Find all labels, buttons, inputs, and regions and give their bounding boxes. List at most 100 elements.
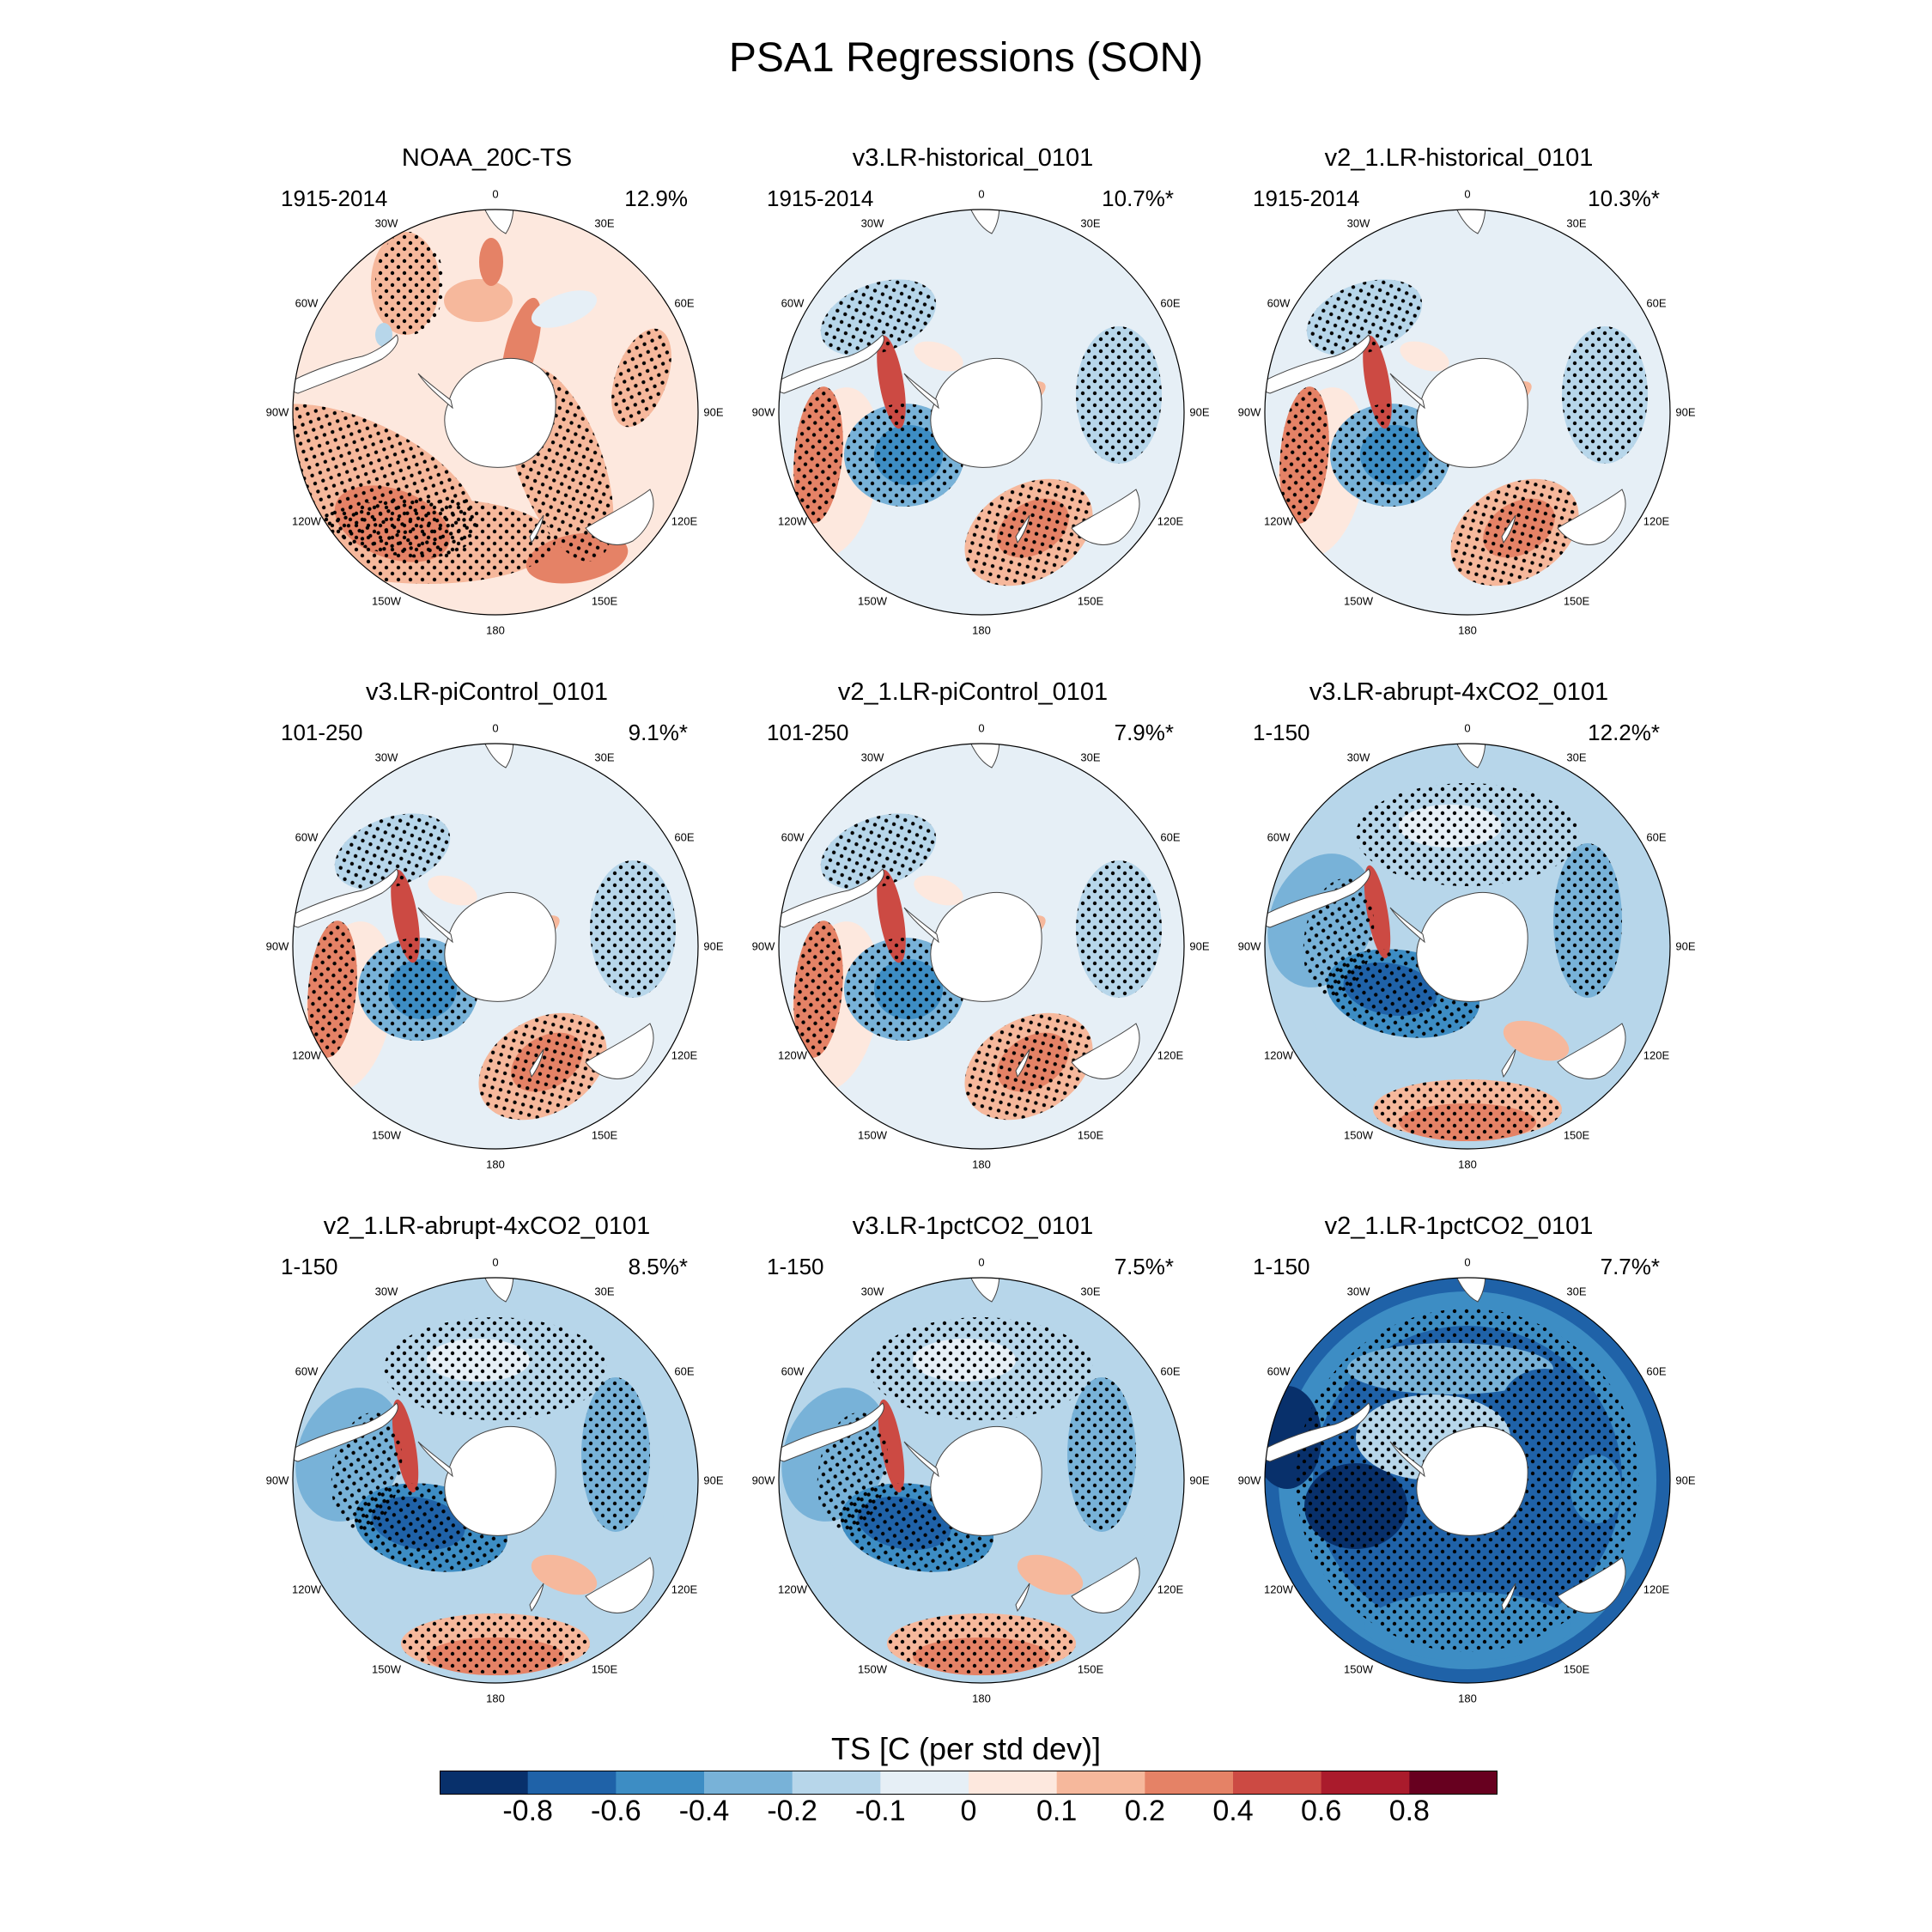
colorbar-swatch	[1145, 1771, 1234, 1795]
antarctica-land	[1416, 1425, 1528, 1536]
south-america-land	[293, 868, 398, 928]
africa-land	[1451, 1278, 1486, 1303]
south-america-land	[779, 868, 884, 928]
anomaly-region	[531, 290, 598, 328]
africa-land	[1451, 744, 1486, 769]
new-zealand-land	[529, 1583, 544, 1613]
longitude-label: 30W	[860, 750, 884, 764]
significance-stipple	[590, 860, 676, 998]
longitude-label: 30E	[1566, 1285, 1587, 1298]
longitude-label: 60W	[295, 296, 319, 310]
longitude-label: 120W	[778, 514, 807, 528]
colorbar-tick-label: 0.4	[1212, 1795, 1254, 1827]
panel-years: 1915-2014	[767, 185, 874, 211]
colorbar-swatch	[1056, 1771, 1145, 1795]
map-panel: v3.LR-historical_0101 1915-2014 10.7%* 0…	[732, 144, 1213, 642]
significance-stipple	[401, 1613, 590, 1674]
polar-map: 0 30E 60E 90E 120E 150E 180 150W 120W 90W 60W 30W	[1238, 1256, 1696, 1705]
panel-title: v2_1.LR-abrupt-4xCO2_0101	[323, 1212, 651, 1240]
longitude-label: 60E	[674, 830, 695, 844]
significance-stipple	[870, 1317, 1093, 1420]
longitude-label: 120W	[292, 514, 321, 528]
map-border	[778, 743, 1185, 1150]
longitude-label: 90W	[265, 1473, 289, 1487]
longitude-label: 150W	[1344, 1128, 1373, 1142]
colorbar-swatch	[527, 1771, 617, 1795]
australia-land	[585, 1023, 654, 1079]
antarctic-peninsula-land	[1389, 373, 1425, 410]
longitude-label: 60W	[781, 1364, 805, 1378]
significance-stipple	[1562, 326, 1648, 464]
longitude-label: 60E	[1160, 1364, 1181, 1378]
panel-years: 1915-2014	[1253, 185, 1360, 211]
panel-years: 1915-2014	[281, 185, 388, 211]
panel-title: v2_1.LR-piControl_0101	[837, 678, 1109, 706]
longitude-label: 150W	[858, 594, 887, 608]
map-svg	[292, 1277, 699, 1684]
longitude-label: 30E	[594, 1285, 615, 1298]
longitude-label: 60W	[781, 296, 805, 310]
significance-stipple	[1076, 860, 1162, 998]
longitude-label: 150E	[591, 594, 618, 608]
longitude-label: 120E	[1643, 1583, 1670, 1596]
map-border	[292, 743, 699, 1150]
map-field	[1265, 1278, 1670, 1683]
australia-land	[585, 489, 654, 545]
map-svg	[778, 1277, 1185, 1684]
panel-years: 1-150	[1253, 720, 1310, 745]
map-panel: v3.LR-abrupt-4xCO2_0101 1-150 12.2%* 0 30…	[1218, 678, 1699, 1176]
longitude-label: 120W	[778, 1583, 807, 1596]
colorbar-tick-label: -0.1	[855, 1795, 906, 1827]
anomaly-region	[914, 875, 963, 906]
longitude-label: 0	[1464, 187, 1471, 201]
colorbar-tick-label: -0.4	[678, 1795, 730, 1827]
figure-title: PSA1 Regressions (SON)	[728, 35, 1204, 81]
longitude-label: 150E	[1563, 1662, 1590, 1676]
map-border	[778, 1277, 1185, 1684]
significance-stipple	[793, 386, 843, 524]
australia-land	[1071, 1557, 1140, 1613]
map-border	[1264, 743, 1671, 1150]
panel-variance-pct: 10.3%*	[1588, 185, 1660, 211]
map-panel: NOAA_20C-TS 1915-2014 12.9% 0 30E 60E 90E 12…	[246, 144, 727, 642]
longitude-label: 60E	[1646, 830, 1667, 844]
polar-map: 0 30E 60E 90E 120E 150E 180 150W 120W 90W 60W 30W	[266, 1256, 724, 1705]
colorbar	[440, 1771, 1498, 1795]
longitude-label: 150E	[1077, 1662, 1104, 1676]
panel-variance-pct: 7.7%*	[1600, 1254, 1660, 1279]
panel-years: 1-150	[281, 1254, 338, 1279]
colorbar-tick-label: 0	[960, 1795, 977, 1827]
colorbar-title: TS [C (per std dev)]	[830, 1731, 1102, 1766]
panel-title: v3.LR-piControl_0101	[365, 678, 609, 706]
anomaly-region	[444, 279, 513, 322]
longitude-label: 180	[972, 1692, 991, 1705]
panel-years: 101-250	[767, 720, 849, 745]
significance-stipple	[1356, 783, 1579, 886]
significance-stipple	[887, 1613, 1076, 1674]
australia-land	[1557, 1557, 1626, 1613]
map-field	[293, 210, 698, 615]
longitude-label: 60W	[1267, 830, 1291, 844]
longitude-label: 120E	[1157, 514, 1184, 528]
map-field	[779, 744, 1184, 1149]
map-field	[779, 210, 1184, 615]
colorbar-tick-label: -0.2	[767, 1795, 817, 1827]
colorbar-swatch	[792, 1771, 881, 1795]
longitude-label: 120E	[1157, 1583, 1184, 1596]
south-america-land	[1265, 334, 1370, 394]
polar-map: 0 30E 60E 90E 120E 150E 180 150W 120W 90W 60W 30W	[1238, 188, 1696, 637]
south-america-land	[293, 334, 398, 394]
longitude-label: 30W	[1346, 216, 1370, 230]
longitude-label: 90E	[703, 405, 724, 419]
significance-stipple	[1067, 1377, 1136, 1532]
panel-variance-pct: 7.9%*	[1114, 720, 1174, 745]
longitude-label: 120W	[1264, 1583, 1293, 1596]
significance-stipple	[1373, 1079, 1562, 1139]
new-zealand-land	[529, 514, 544, 544]
longitude-label: 90E	[1189, 1473, 1210, 1487]
panel-variance-pct: 9.1%*	[628, 720, 688, 745]
antarctica-land	[930, 357, 1042, 468]
longitude-label: 150W	[372, 1128, 401, 1142]
south-america-land	[1265, 868, 1370, 928]
longitude-label: 120E	[671, 514, 698, 528]
